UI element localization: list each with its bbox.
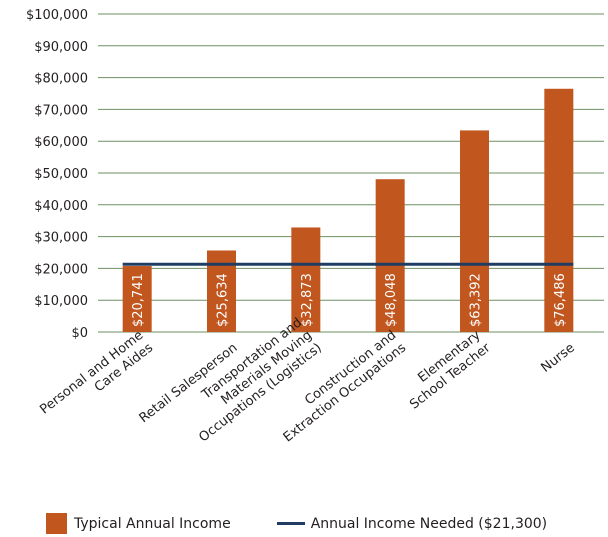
y-tick-label: $80,000 bbox=[34, 72, 88, 87]
data-label: $25,634 bbox=[216, 273, 231, 327]
y-tick-label: $0 bbox=[71, 326, 88, 341]
legend-item-needed: Annual Income Needed ($21,300) bbox=[276, 515, 548, 532]
legend-label-income: Typical Annual Income bbox=[74, 515, 231, 532]
legend-label-needed: Annual Income Needed ($21,300) bbox=[310, 515, 548, 532]
y-tick-label: $30,000 bbox=[34, 231, 88, 246]
x-tick-label: Nurse bbox=[539, 340, 578, 375]
y-tick-label: $20,000 bbox=[34, 262, 88, 277]
bar bbox=[291, 227, 321, 332]
bar bbox=[460, 130, 489, 332]
bar bbox=[544, 88, 574, 332]
y-tick-label: $50,000 bbox=[34, 167, 88, 182]
y-tick-label: $10,000 bbox=[34, 294, 88, 309]
legend: Typical Annual Income Annual Income Need… bbox=[46, 513, 593, 534]
data-label: $76,486 bbox=[553, 273, 568, 327]
legend-item-income: Typical Annual Income bbox=[46, 513, 231, 534]
x-tick-label-line: Nurse bbox=[539, 340, 578, 375]
y-tick-label: $100,000 bbox=[26, 8, 88, 23]
data-label: $20,741 bbox=[131, 273, 146, 327]
y-tick-label: $90,000 bbox=[34, 40, 88, 55]
data-label: $32,873 bbox=[300, 273, 315, 327]
data-label: $48,048 bbox=[384, 273, 399, 327]
legend-swatch-bar bbox=[46, 513, 67, 534]
bar bbox=[122, 266, 152, 332]
legend-swatch-line bbox=[276, 522, 305, 525]
bar bbox=[375, 179, 405, 332]
y-tick-label: $70,000 bbox=[34, 103, 88, 118]
y-tick-label: $60,000 bbox=[34, 135, 88, 150]
y-tick-label: $40,000 bbox=[34, 199, 88, 214]
data-label: $63,392 bbox=[469, 273, 484, 327]
